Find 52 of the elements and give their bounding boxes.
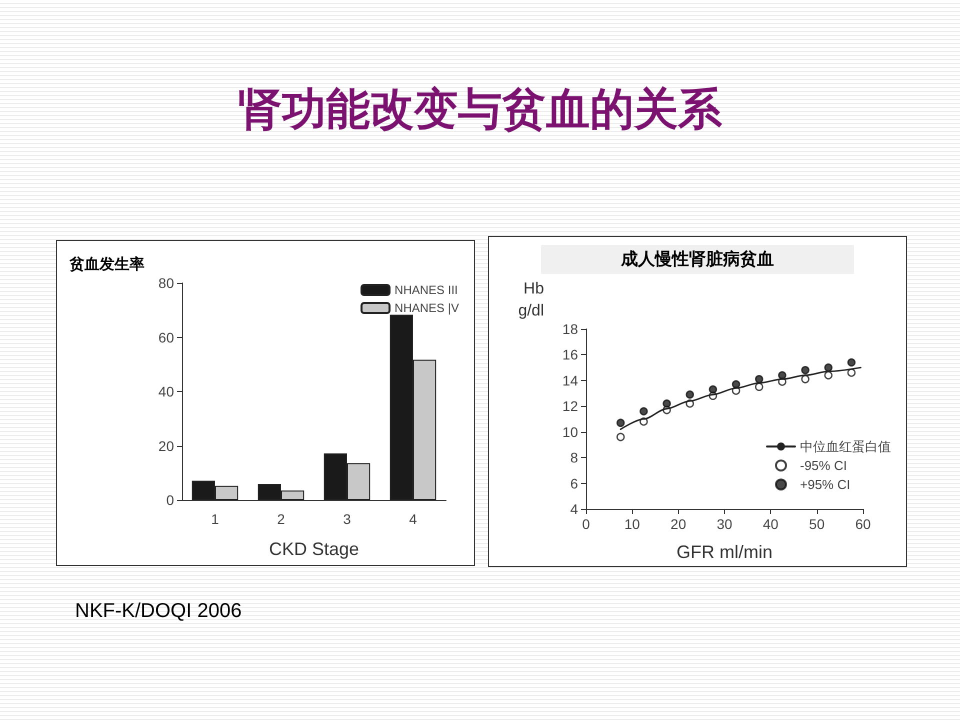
y-axis-title: 贫血发生率 xyxy=(68,255,144,274)
x-tick-label: 60 xyxy=(855,516,871,532)
point xyxy=(754,374,764,384)
x-tick-label: 20 xyxy=(670,516,686,532)
y-tick-label: 16 xyxy=(562,346,578,363)
text: NKF-K/DOQI 2006 xyxy=(75,600,242,623)
y-axis-title: Hb g/dl xyxy=(518,280,544,320)
y-tick-label: 20 xyxy=(158,438,174,454)
y-tick-label: 80 xyxy=(158,275,174,291)
y-tick-label: 6 xyxy=(570,475,578,492)
y-tick-label: 4 xyxy=(570,501,578,517)
x-tick-label: 4 xyxy=(409,511,418,527)
y-tick-label: 60 xyxy=(158,329,174,346)
y-tick-label: 0 xyxy=(166,492,174,508)
x-tick-label: 0 xyxy=(582,516,590,532)
x-tick-label: 40 xyxy=(762,516,779,532)
point xyxy=(847,358,856,367)
point xyxy=(778,371,786,380)
x-tick-label: 3 xyxy=(343,511,352,527)
legend-label: NHANES |V xyxy=(394,301,460,315)
point xyxy=(662,399,671,408)
point xyxy=(708,385,718,394)
point xyxy=(640,407,648,416)
point xyxy=(824,363,833,372)
y-tick-label: 12 xyxy=(562,398,578,414)
point xyxy=(824,371,833,380)
y-tick-label: 14 xyxy=(562,372,578,388)
point xyxy=(801,374,810,384)
x-axis-title: GFR ml/min xyxy=(676,542,772,562)
x-tick-label: 50 xyxy=(809,516,825,532)
chart-title: 肾功能改变与贫血的关系 xyxy=(237,83,723,137)
chart-title: 成人慢性肾脏病贫血 xyxy=(620,250,774,270)
legend-label: -95% CI xyxy=(800,458,847,473)
x-tick-label: 1 xyxy=(211,511,220,527)
legend-label: +95% CI xyxy=(800,477,850,492)
point xyxy=(801,366,810,374)
point xyxy=(616,432,625,442)
x-tick-label: 2 xyxy=(277,511,286,527)
point xyxy=(616,418,625,428)
y-tick-label: 8 xyxy=(570,450,578,466)
y-tick-label: 10 xyxy=(562,424,578,440)
x-tick-label: 10 xyxy=(624,516,640,532)
legend-label: NHANES III xyxy=(394,283,458,297)
legend-label: 中位血红蛋白值 xyxy=(800,439,891,454)
point xyxy=(847,368,856,377)
x-tick-label: 30 xyxy=(716,516,732,532)
y-tick-label: 40 xyxy=(158,384,174,400)
point xyxy=(732,380,740,388)
point xyxy=(754,382,764,392)
y-tick-label: 18 xyxy=(562,321,578,337)
point xyxy=(686,390,694,399)
x-axis-title: CKD Stage xyxy=(268,539,360,559)
